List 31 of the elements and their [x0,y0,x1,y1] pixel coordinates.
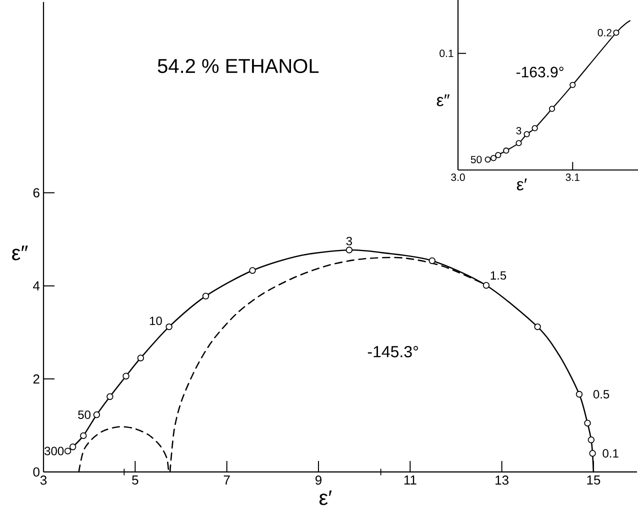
y-axis-title: ε″ [436,94,450,106]
y-tick-label: 6 [33,188,40,198]
x-tick-label: 13 [496,476,508,485]
annotation: 300 [44,446,64,456]
x-axis-title: ε′ [516,178,527,190]
y-tick-label: 2 [33,374,40,384]
x-tick-label: 7 [224,476,230,484]
annotation: 0.5 [593,390,610,399]
annotation: 0.2 [598,28,612,36]
annotation: 1.5 [490,271,506,280]
y-axis-title: ε″ [12,246,28,260]
x-tick-label: 5 [132,476,138,485]
annotation: -145.3° [368,346,418,358]
annotation: -163.9° [516,66,564,78]
y-tick-label: 4 [33,281,40,290]
y-tick-label: 0 [33,467,40,477]
annotation: 3 [346,236,352,246]
annotation: 0.1 [602,449,618,458]
annotation: 0.1 [440,50,454,58]
x-tick-label: 3.0 [451,174,465,181]
text: 54.2 % ETHANOL [158,58,319,74]
annotation: 3 [516,127,522,134]
annotation: 50 [78,410,91,419]
x-tick-label: 3 [40,476,47,485]
x-tick-label: 3.1 [566,174,580,181]
x-tick-label: 11 [404,476,416,484]
annotation: 10 [150,316,162,326]
x-axis-title: ε′ [319,490,332,506]
annotation: 50 [470,156,482,164]
x-tick-label: 9 [315,476,322,485]
x-tick-label: 15 [587,476,600,485]
